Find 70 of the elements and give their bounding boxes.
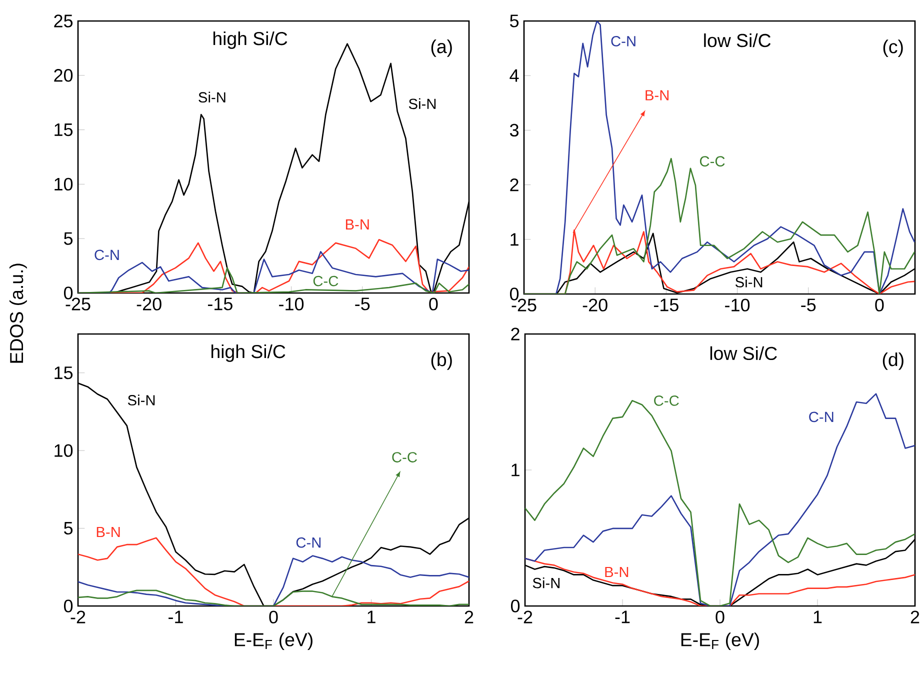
y-tick-label: 25 [54, 14, 73, 28]
x-tick-label: -20 [136, 298, 162, 310]
y-tick-label: 15 [54, 124, 73, 136]
annotation: (b) [431, 352, 452, 370]
series-label: C-N [809, 412, 834, 422]
y-tick-label: 15 [54, 366, 73, 380]
series-label: Si-N [128, 394, 155, 406]
y-tick-label: 10 [54, 444, 73, 457]
x-tick-label: -5 [355, 298, 370, 310]
y-tick-label: 1 [510, 233, 518, 246]
line-series [524, 20, 915, 294]
x-tick-label: -1 [615, 610, 630, 624]
text: C-C [392, 452, 417, 462]
y-tick-label: 5 [64, 232, 73, 245]
x-tick-label: -25 [66, 298, 90, 310]
x-tick-label: 1 [814, 610, 822, 624]
series-label: C-C [654, 395, 679, 406]
x-tick-label: -2 [70, 610, 86, 624]
y-tick-label: 4 [510, 69, 519, 82]
text: high Si/C [213, 31, 288, 49]
x-tick-label: -15 [654, 298, 678, 312]
y-tick-label: 2 [510, 178, 518, 192]
x-tick-label: -10 [279, 298, 304, 310]
y-tick-label: 2 [511, 328, 520, 340]
y-tick-label: 0 [510, 288, 519, 300]
x-tick-label: 0 [429, 298, 438, 310]
x-tick-label: 2 [910, 610, 920, 624]
y-tick-label: 20 [54, 69, 73, 82]
y-tick-label: 0 [510, 600, 520, 612]
x-tick-label: 1 [368, 610, 376, 624]
annotation: (d) [882, 352, 904, 370]
y-tick-label: 10 [54, 178, 73, 191]
annotation: Si-N [408, 98, 436, 110]
x-tick-label: 0 [269, 610, 278, 624]
x-tick-label: -15 [208, 298, 232, 310]
x-axis-title: E-E$_{F}$ (eV) [234, 632, 312, 650]
series-label: Si-N [198, 92, 226, 103]
series-label: B-N [605, 566, 628, 578]
series-label: B-N [96, 526, 120, 538]
y-tick-label: 5 [510, 14, 519, 28]
y-tick-label: 5 [64, 522, 73, 535]
text: low Si/C [710, 346, 777, 360]
y-tick-label: 3 [510, 124, 519, 137]
x-tick-label: -10 [725, 298, 750, 312]
series-label: C-N [94, 250, 119, 260]
text: high Si/C [212, 344, 286, 362]
series-label: C-N [296, 537, 321, 548]
x-tick-label: -20 [582, 298, 608, 312]
text: low Si/C [704, 33, 771, 48]
x-tick-label: 0 [716, 610, 724, 624]
annotation: (a) [431, 39, 452, 57]
annotation: (c) [883, 40, 903, 57]
x-tick-label: -2 [518, 610, 532, 624]
series-label: C-C [313, 276, 338, 286]
series-label: C-C [700, 156, 725, 167]
series-label: C-N [611, 36, 636, 46]
x-tick-label: 2 [464, 610, 474, 624]
y-tick-label: 1 [512, 464, 520, 476]
y-tick-label: 0 [64, 286, 73, 300]
y-axis-title: EDOS (a.u.) [9, 264, 27, 363]
series-label: Si-N [532, 577, 560, 588]
x-axis-title: E-E$_{F}$ (eV) [681, 632, 759, 650]
text: B-N [646, 90, 669, 100]
x-tick-label: -5 [801, 298, 816, 312]
x-tick-label: 0 [875, 298, 884, 312]
series-label: B-N [346, 219, 369, 230]
series-label: Si-N [735, 276, 762, 288]
y-tick-label: 0 [64, 600, 73, 612]
x-tick-label: -1 [168, 610, 183, 624]
x-tick-label: -25 [512, 298, 536, 312]
